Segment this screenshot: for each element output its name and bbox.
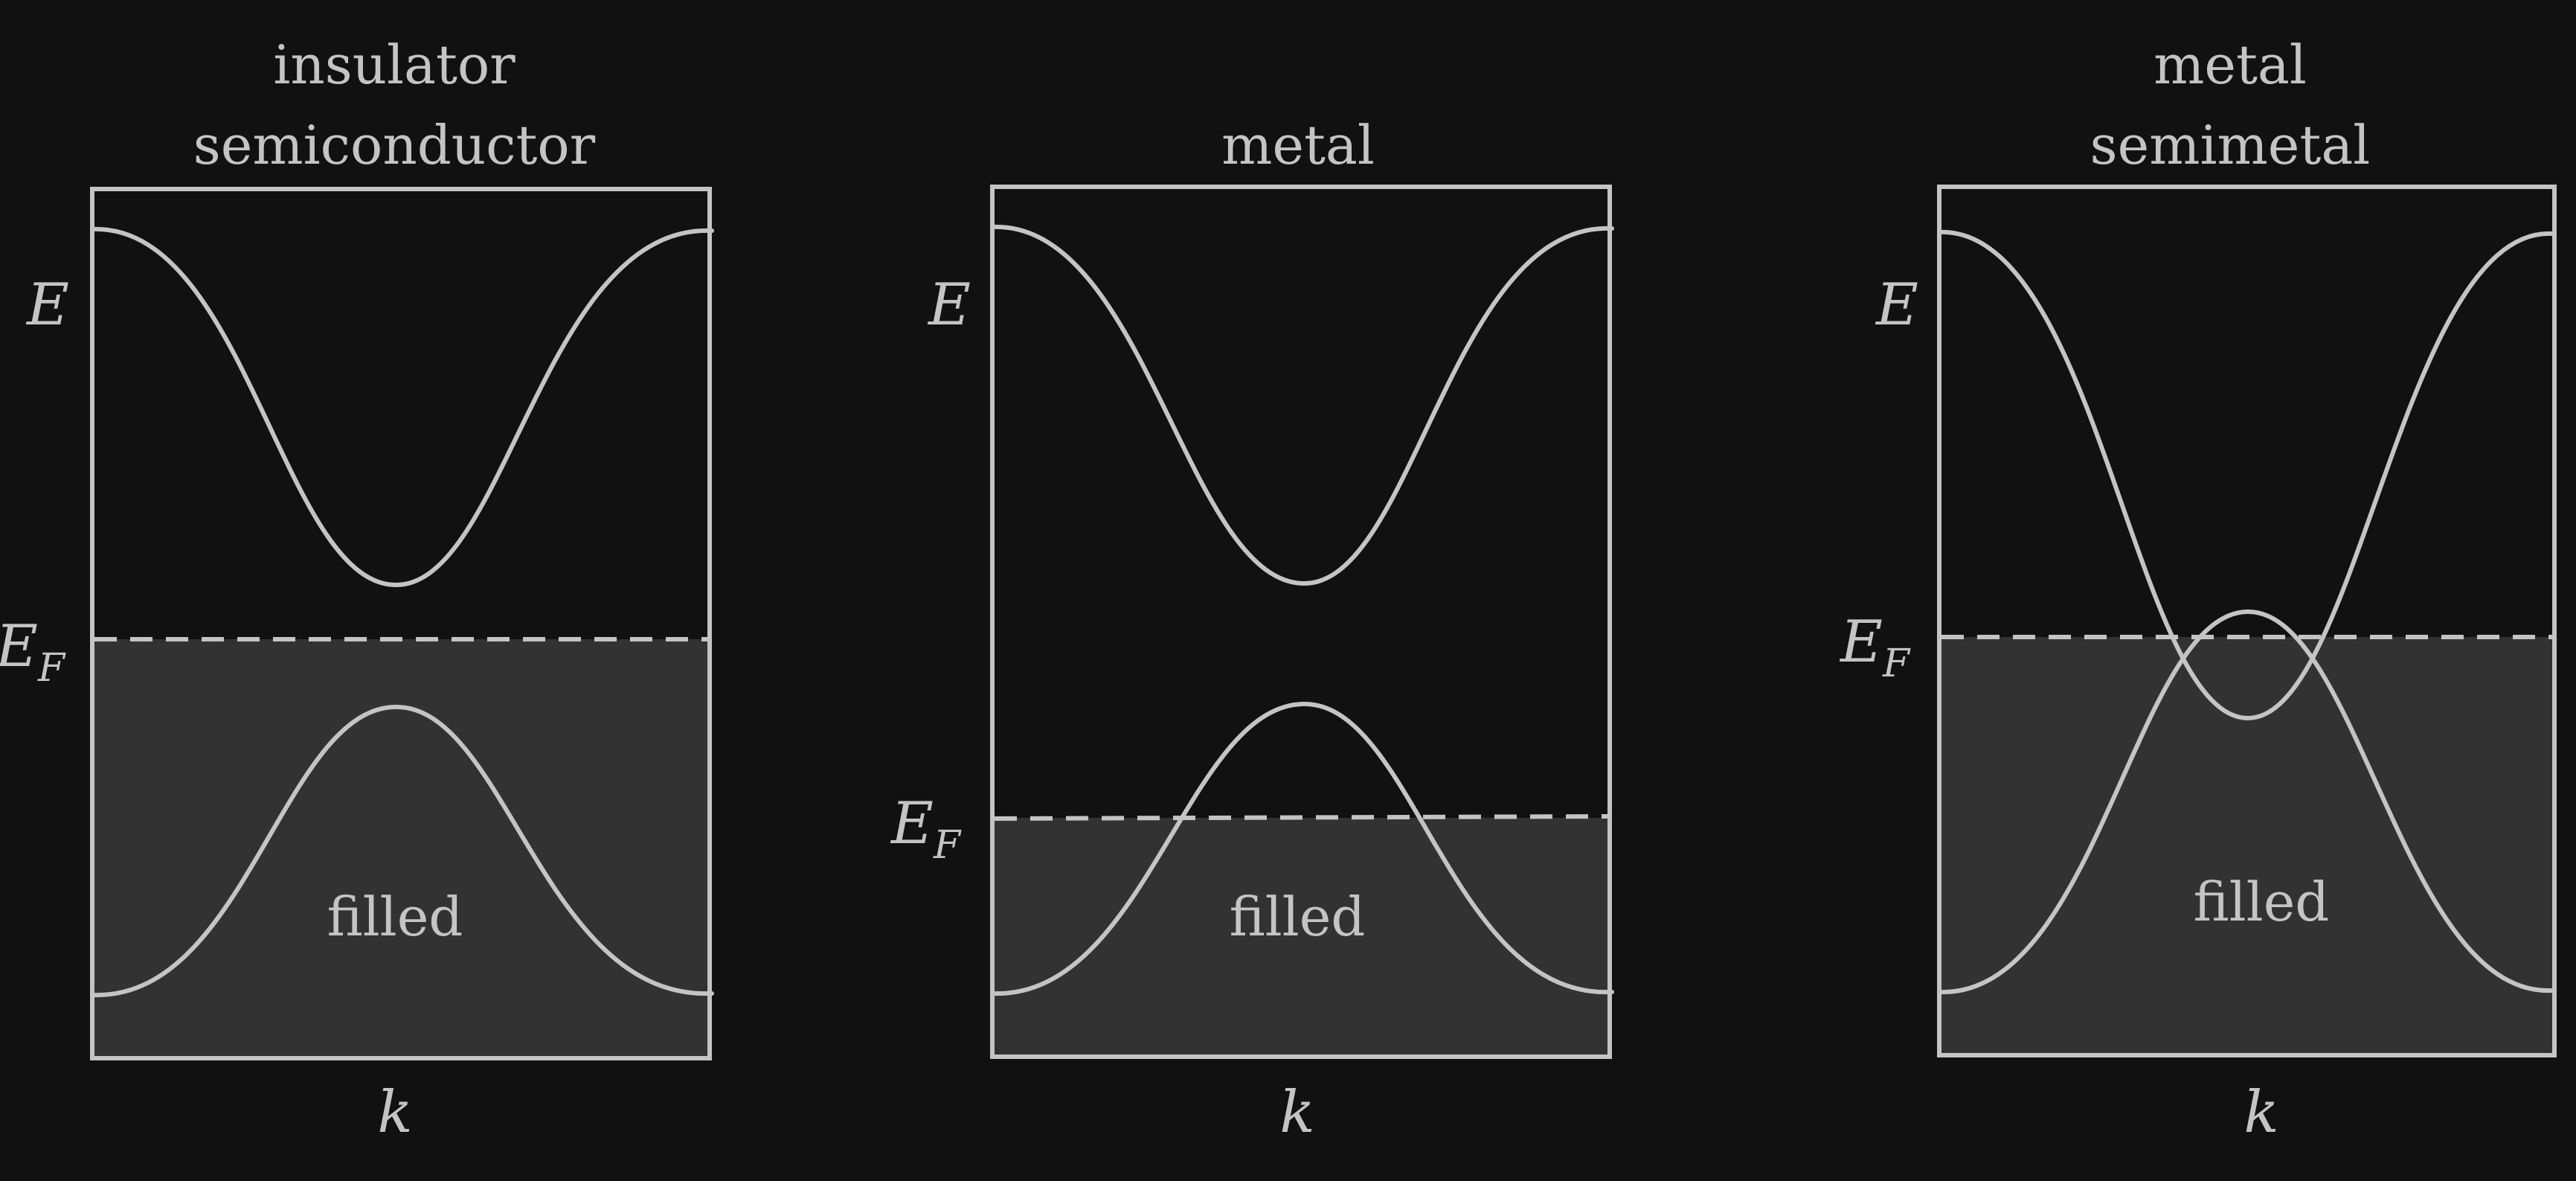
panel-title-line-1: metal	[2153, 33, 2307, 96]
panel-insulator: insulator semiconductor E EF filled k	[0, 33, 714, 1146]
filled-region	[94, 639, 710, 1058]
valence-band	[990, 701, 1614, 996]
panel-title-line-1: metal	[1221, 114, 1375, 176]
panel-title-line-2: semimetal	[2090, 114, 2371, 176]
fermi-level-label: EF	[1839, 609, 1911, 686]
fermi-level-label: EF	[0, 613, 66, 691]
panel-frame	[90, 187, 712, 1060]
energy-axis-label: E	[25, 272, 69, 339]
panel-semimetal: metal semimetal E EF filled k	[1839, 33, 2557, 1146]
conduction-band	[1937, 229, 2554, 721]
panel-title-line-1: insulator	[273, 33, 515, 96]
panel-frame	[1937, 185, 2557, 1057]
energy-axis-label: E	[1875, 272, 1918, 339]
conduction-band	[90, 226, 714, 588]
valence-band	[90, 704, 714, 998]
energy-axis-label: E	[927, 272, 971, 339]
fermi-level-label: EF	[890, 790, 962, 868]
panel-title-line-2: semiconductor	[193, 114, 596, 176]
filled-region	[995, 818, 1610, 1057]
panel-metal: metal E EF filled k	[890, 114, 1614, 1146]
filled-label: filled	[327, 886, 463, 948]
filled-region	[1941, 637, 2554, 1055]
valence-band	[1937, 609, 2554, 995]
panel-frame	[990, 185, 1612, 1059]
fermi-level-line	[994, 814, 1610, 821]
momentum-axis-label: k	[1279, 1079, 1314, 1146]
momentum-axis-label: k	[377, 1079, 412, 1146]
conduction-band	[990, 224, 1614, 586]
momentum-axis-label: k	[2243, 1079, 2278, 1146]
filled-label: filled	[1230, 886, 1366, 948]
filled-label: filled	[2194, 871, 2330, 933]
